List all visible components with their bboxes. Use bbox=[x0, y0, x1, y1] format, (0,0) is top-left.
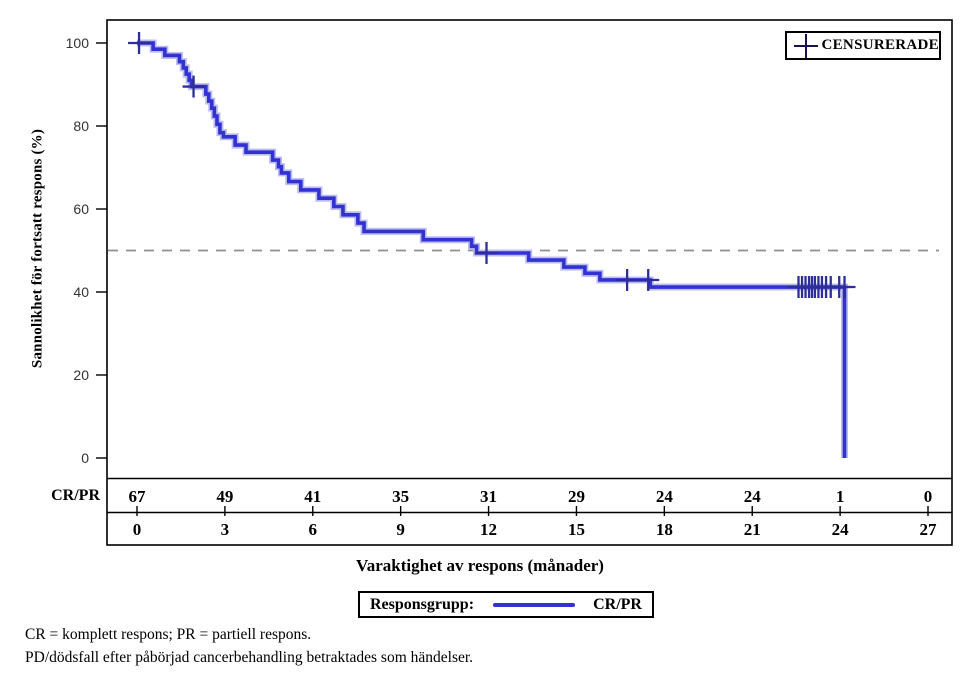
censor-plus-icon bbox=[794, 33, 818, 58]
at-risk-count: 35 bbox=[392, 487, 409, 506]
x-tick-label: 15 bbox=[568, 520, 585, 539]
at-risk-count: 41 bbox=[304, 487, 321, 506]
y-tick-label: 0 bbox=[81, 450, 89, 466]
at-risk-count: 1 bbox=[836, 487, 845, 506]
x-tick-label: 18 bbox=[656, 520, 673, 539]
y-tick-label: 20 bbox=[73, 367, 89, 383]
at-risk-count: 29 bbox=[568, 487, 585, 506]
x-tick-label: 6 bbox=[309, 520, 318, 539]
y-tick-label: 100 bbox=[66, 35, 90, 51]
censored-legend-box: CENSURERADE bbox=[785, 31, 941, 60]
series-line-swatch bbox=[492, 602, 575, 607]
x-axis-title: Varaktighet av respons (månader) bbox=[356, 556, 604, 575]
footnote-2: PD/dödsfall efter påbörjad cancerbehandl… bbox=[25, 649, 474, 666]
at-risk-count: 24 bbox=[744, 487, 762, 506]
at-risk-count: 24 bbox=[656, 487, 674, 506]
y-tick-label: 40 bbox=[73, 284, 89, 300]
response-group-legend: Responsgrupp: CR/PR bbox=[358, 591, 654, 618]
x-tick-label: 3 bbox=[221, 520, 230, 539]
x-tick-label: 24 bbox=[832, 520, 850, 539]
at-risk-row-label: CR/PR bbox=[51, 487, 100, 504]
footnote-1: CR = komplett respons; PR = partiell res… bbox=[25, 626, 312, 643]
x-tick-label: 27 bbox=[920, 520, 938, 539]
at-risk-count: 31 bbox=[480, 487, 497, 506]
legend-series-label: CR/PR bbox=[593, 595, 642, 613]
at-risk-count: 49 bbox=[216, 487, 233, 506]
plot-frame bbox=[106, 19, 953, 546]
y-tick-label: 80 bbox=[73, 118, 89, 134]
at-risk-count: 67 bbox=[129, 487, 147, 506]
legend-title: Responsgrupp: bbox=[370, 595, 475, 613]
y-axis-title: Sannolikhet för fortsatt respons (%) bbox=[29, 128, 46, 369]
x-tick-label: 0 bbox=[133, 520, 142, 539]
censored-legend-label: CENSURERADE bbox=[821, 37, 939, 53]
y-tick-label: 60 bbox=[73, 201, 89, 217]
x-tick-label: 12 bbox=[480, 520, 497, 539]
at-risk-count: 0 bbox=[924, 487, 933, 506]
x-tick-label: 9 bbox=[396, 520, 405, 539]
x-tick-label: 21 bbox=[744, 520, 761, 539]
